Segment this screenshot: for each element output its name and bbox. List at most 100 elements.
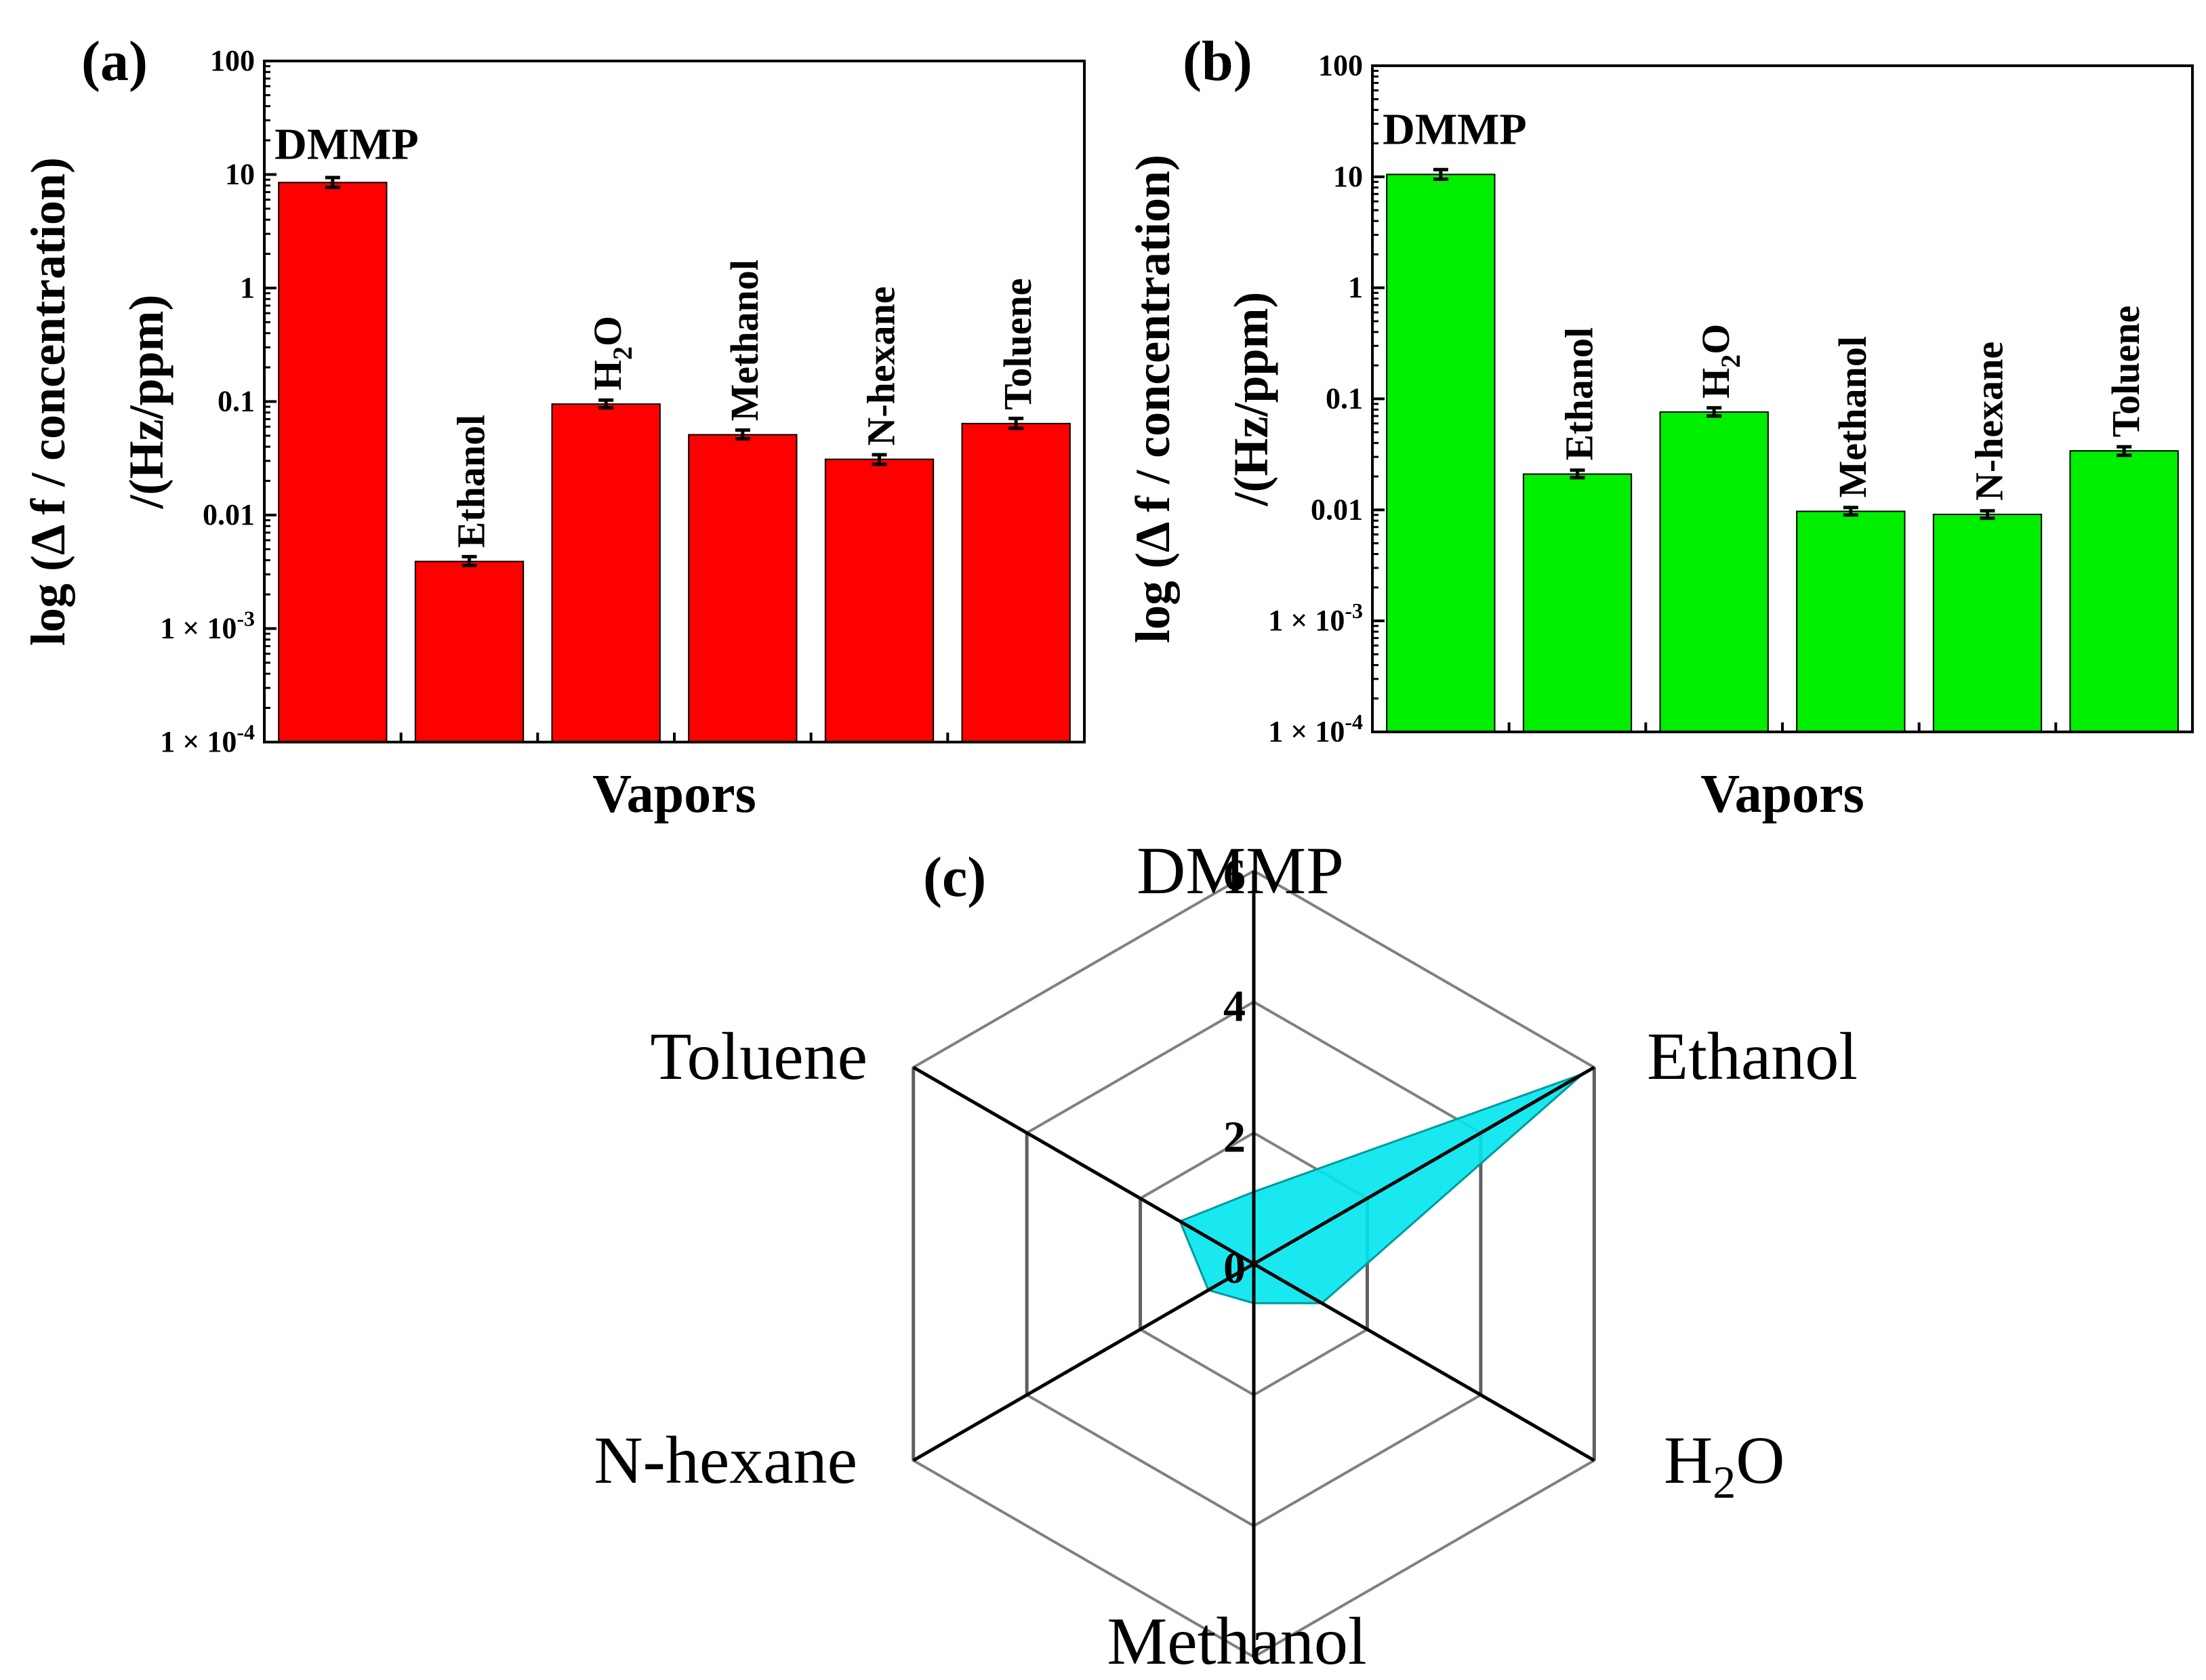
y-tick-mantissa: 10 [225, 158, 255, 191]
y-tick-mantissa: 0.1 [218, 385, 255, 418]
error-bar-n-hexane [1980, 509, 1995, 520]
error-bar-methanol [1843, 506, 1858, 517]
radar-spoke-n-hexane [912, 1262, 1255, 1462]
y-tick-mantissa: 100 [210, 44, 255, 77]
category-label-ethanol: Ethanol [449, 415, 493, 548]
y-tick-label: 1 × 10-3 [1268, 598, 1363, 637]
y-tick-exponent: -4 [237, 720, 255, 744]
panel-label-a: (a) [81, 30, 148, 93]
y-tick-mantissa: 1 [240, 271, 255, 304]
y-tick-exponent: -4 [1345, 710, 1363, 734]
y-tick-label: 10 [1333, 160, 1363, 193]
y-axis-label-line2: /(Hz/ppm) [119, 295, 173, 510]
category-label-methanol: Methanol [1831, 336, 1875, 497]
subscript-2: 2 [1715, 354, 1746, 368]
bar-methanol [1796, 510, 1906, 733]
bar-chart-a: DMMP Ethanol H2O Methanol N-hexane Toluene 1 ×… [21, 30, 1086, 824]
radar-axis-label-text: Methanol [1107, 1603, 1366, 1679]
y-tick-mantissa: 0.1 [1326, 382, 1363, 415]
radar-spoke-toluene [912, 1065, 1255, 1266]
y-tick-mantissa: 1 [1348, 271, 1363, 304]
error-bar-ethanol [462, 554, 477, 567]
error-bar-h2o [1707, 406, 1722, 418]
y-tick-mantissa: 0.01 [1311, 493, 1363, 526]
error-bar-toluene [1008, 416, 1024, 430]
y-tick-label: 100 [210, 44, 255, 77]
x-axis-label: Vapors [592, 764, 756, 824]
radar-axis-label-h2o: H2O [1664, 1422, 1784, 1508]
category-label-n-hexane: N-hexane [859, 286, 903, 445]
y-tick-mantissa: 10 [1333, 160, 1363, 193]
category-label-text: Toluene [996, 278, 1040, 409]
category-label-dmmp: DMMP [274, 119, 419, 169]
subscript-2: 2 [1713, 1456, 1736, 1508]
radar-axis-label-methanol: Methanol [1107, 1603, 1366, 1679]
y-tick-mantissa: 100 [1318, 49, 1363, 82]
bar-h2o [551, 403, 661, 743]
y-tick-label: 1 × 10-4 [1268, 710, 1363, 748]
radar-axis-label-ethanol: Ethanol [1647, 1019, 1858, 1094]
radar-axis-label-text: Toluene [650, 1019, 867, 1094]
y-tick-label: 0.1 [218, 385, 255, 418]
category-label-text: H [586, 360, 630, 390]
bar-dmmp [1386, 173, 1496, 733]
radar-axis-label-n-hexane: N-hexane [594, 1422, 857, 1498]
x-axis-label: Vapors [1700, 764, 1864, 824]
bar-n-hexane [1932, 514, 2043, 733]
category-label-h2o: H2O [1694, 324, 1746, 398]
y-tick-label: 1 [1348, 271, 1363, 304]
y-tick-label: 100 [1318, 49, 1363, 82]
bar-h2o [1659, 411, 1769, 733]
category-label-toluene: Toluene [996, 278, 1040, 409]
error-bar-ethanol [1570, 468, 1585, 480]
radar-axis-label-text: DMMP [1137, 833, 1344, 908]
category-label-text: Methanol [1831, 336, 1875, 497]
bar-methanol [688, 434, 798, 743]
radar-tick-label: 2 [1223, 1113, 1246, 1162]
y-tick-mantissa: 0.01 [203, 498, 255, 531]
error-bar-methanol [735, 428, 750, 441]
y-tick-mantissa: 1 × 10 [1268, 715, 1345, 748]
letter-o: O [586, 316, 630, 346]
radar-tick-label: 6 [1223, 851, 1246, 900]
bar-toluene [2069, 450, 2179, 733]
y-tick-label: 1 × 10-3 [160, 607, 255, 645]
category-label-text: Toluene [2104, 306, 2148, 437]
plot-frame [1371, 64, 2194, 733]
radar-spoke-ethanol [1252, 1065, 1595, 1266]
y-axis-label-line1: log (Δ f / concentration) [21, 157, 75, 646]
y-tick-mantissa: 1 × 10 [1268, 604, 1345, 637]
category-label-methanol: Methanol [722, 260, 767, 421]
bar-chart-b: DMMP Ethanol H2O Methanol N-hexane Toluene 1 ×… [1126, 30, 2194, 824]
radar-axis-label-dmmp: DMMP [1137, 833, 1344, 908]
subscript-2: 2 [607, 346, 638, 360]
error-bar-n-hexane [872, 453, 887, 466]
error-bar-dmmp [1433, 167, 1448, 181]
panel-label-b: (b) [1183, 30, 1252, 93]
bar-ethanol [414, 560, 525, 743]
radar-tick-label: 0 [1223, 1244, 1246, 1293]
y-tick-mantissa: 1 × 10 [160, 612, 237, 645]
y-tick-label: 0.1 [1326, 382, 1363, 415]
category-label-text: Ethanol [1557, 327, 1601, 461]
radar-tick-label: 4 [1223, 981, 1246, 1031]
category-label-text: Ethanol [449, 415, 493, 548]
bar-toluene [961, 422, 1071, 743]
y-tick-label: 1 × 10-4 [160, 720, 255, 758]
bar-dmmp [278, 182, 388, 743]
error-bar-dmmp [325, 176, 340, 190]
panel-label-c: (c) [923, 846, 986, 909]
category-label-ethanol: Ethanol [1557, 327, 1601, 461]
letter-o: O [1736, 1422, 1784, 1498]
y-axis-label-line1: log (Δ f / concentration) [1126, 155, 1180, 643]
letter-o: O [1694, 324, 1738, 354]
bar-ethanol [1522, 473, 1633, 733]
y-tick-exponent: -3 [1345, 598, 1363, 623]
bar-n-hexane [824, 458, 935, 743]
radar-spoke-h2o [1252, 1262, 1595, 1462]
error-bar-h2o [598, 398, 614, 410]
radar-axis-label-text: Ethanol [1647, 1019, 1858, 1094]
y-tick-mantissa: 1 × 10 [160, 725, 237, 758]
